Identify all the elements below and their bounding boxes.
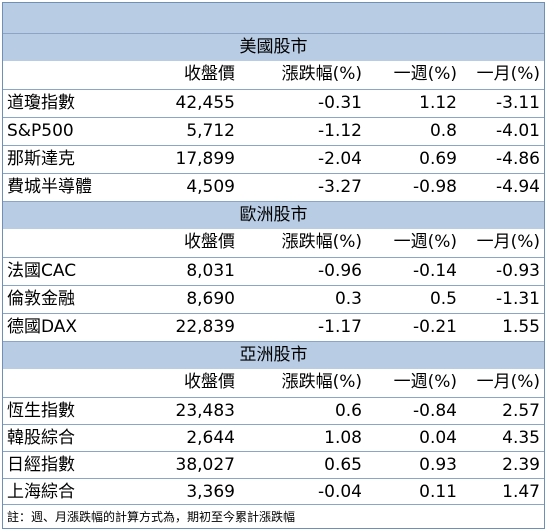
section-header-europe: 歐洲股市 xyxy=(3,201,544,229)
table-row: 德國DAX 22,839 -1.17 -0.21 1.55 xyxy=(3,313,544,341)
header-close: 收盤價 xyxy=(184,372,235,392)
header-month: 一月(%) xyxy=(476,64,540,84)
change-value: -3.27 xyxy=(318,177,362,197)
change-value: -2.04 xyxy=(318,149,362,169)
month-value: 2.39 xyxy=(502,455,540,475)
index-name: 恆生指數 xyxy=(7,401,75,421)
close-value: 23,483 xyxy=(175,401,235,421)
week-value: -0.14 xyxy=(413,261,457,281)
table-row: 道瓊指數 42,455 -0.31 1.12 -3.11 xyxy=(3,89,544,117)
table-row: 那斯達克 17,899 -2.04 0.69 -4.86 xyxy=(3,145,544,173)
month-value: -4.94 xyxy=(496,177,540,197)
index-name: 德國DAX xyxy=(7,317,78,337)
month-value: 1.47 xyxy=(502,482,540,502)
section-header-asia: 亞洲股市 xyxy=(3,341,544,369)
index-name: 倫敦金融 xyxy=(7,289,75,309)
week-value: -0.84 xyxy=(413,401,457,421)
index-name: S&P500 xyxy=(7,121,74,141)
week-value: 1.12 xyxy=(419,93,457,113)
table-top-band xyxy=(3,3,544,33)
header-close: 收盤價 xyxy=(184,64,235,84)
week-value: 0.93 xyxy=(419,455,457,475)
close-value: 22,839 xyxy=(175,317,235,337)
index-name: 那斯達克 xyxy=(7,149,75,169)
month-value: 4.35 xyxy=(502,428,540,448)
change-value: 0.3 xyxy=(334,289,362,309)
change-value: -0.31 xyxy=(318,93,362,113)
close-value: 3,369 xyxy=(186,482,235,502)
footnote-text: 註：週、月漲跌幅的計算方式為，期初至今累計漲跌幅 xyxy=(7,510,296,524)
close-value: 4,509 xyxy=(186,177,235,197)
header-week: 一週(%) xyxy=(393,372,457,392)
footnote: 註：週、月漲跌幅的計算方式為，期初至今累計漲跌幅 xyxy=(3,504,544,529)
table-row: 倫敦金融 8,690 0.3 0.5 -1.31 xyxy=(3,285,544,313)
column-header-row: 收盤價 漲跌幅(%) 一週(%) 一月(%) xyxy=(3,369,544,396)
header-week: 一週(%) xyxy=(393,232,457,252)
change-value: 0.65 xyxy=(324,455,362,475)
table-row: 費城半導體 4,509 -3.27 -0.98 -4.94 xyxy=(3,173,544,201)
week-value: 0.8 xyxy=(429,121,457,141)
change-value: 0.6 xyxy=(334,401,362,421)
month-value: -3.11 xyxy=(496,93,540,113)
header-close: 收盤價 xyxy=(184,232,235,252)
index-name: 上海綜合 xyxy=(7,482,75,502)
index-name: 道瓊指數 xyxy=(7,93,75,113)
section-title: 亞洲股市 xyxy=(239,345,308,365)
table-row: 韓股綜合 2,644 1.08 0.04 4.35 xyxy=(3,424,544,452)
close-value: 5,712 xyxy=(186,121,235,141)
table-row: 法國CAC 8,031 -0.96 -0.14 -0.93 xyxy=(3,257,544,285)
change-value: -0.04 xyxy=(318,482,362,502)
week-value: 0.04 xyxy=(419,428,457,448)
month-value: -4.01 xyxy=(496,121,540,141)
change-value: -1.17 xyxy=(318,317,362,337)
week-value: -0.21 xyxy=(413,317,457,337)
index-name: 韓股綜合 xyxy=(7,428,75,448)
index-name: 費城半導體 xyxy=(7,177,92,197)
change-value: -1.12 xyxy=(318,121,362,141)
change-value: 1.08 xyxy=(324,428,362,448)
header-month: 一月(%) xyxy=(476,232,540,252)
month-value: 2.57 xyxy=(502,401,540,421)
close-value: 42,455 xyxy=(175,93,235,113)
header-change: 漲跌幅(%) xyxy=(281,232,362,252)
header-month: 一月(%) xyxy=(476,372,540,392)
close-value: 8,031 xyxy=(186,261,235,281)
change-value: -0.96 xyxy=(318,261,362,281)
table-row: 上海綜合 3,369 -0.04 0.11 1.47 xyxy=(3,478,544,506)
close-value: 8,690 xyxy=(186,289,235,309)
week-value: 0.11 xyxy=(419,482,457,502)
header-week: 一週(%) xyxy=(393,64,457,84)
section-title: 歐洲股市 xyxy=(239,205,308,225)
month-value: -4.86 xyxy=(496,149,540,169)
column-header-row: 收盤價 漲跌幅(%) 一週(%) 一月(%) xyxy=(3,229,544,256)
month-value: -0.93 xyxy=(496,261,540,281)
month-value: -1.31 xyxy=(496,289,540,309)
close-value: 38,027 xyxy=(175,455,235,475)
close-value: 17,899 xyxy=(175,149,235,169)
week-value: 0.69 xyxy=(419,149,457,169)
section-header-us: 美國股市 xyxy=(3,33,544,61)
section-title: 美國股市 xyxy=(239,37,308,57)
table-row: S&P500 5,712 -1.12 0.8 -4.01 xyxy=(3,117,544,145)
table-row: 恆生指數 23,483 0.6 -0.84 2.57 xyxy=(3,397,544,425)
week-value: -0.98 xyxy=(413,177,457,197)
index-name: 法國CAC xyxy=(7,261,77,281)
close-value: 2,644 xyxy=(186,428,235,448)
header-change: 漲跌幅(%) xyxy=(281,372,362,392)
index-name: 日經指數 xyxy=(7,455,75,475)
week-value: 0.5 xyxy=(429,289,457,309)
column-header-row: 收盤價 漲跌幅(%) 一週(%) 一月(%) xyxy=(3,61,544,88)
table-row: 日經指數 38,027 0.65 0.93 2.39 xyxy=(3,451,544,479)
header-change: 漲跌幅(%) xyxy=(281,64,362,84)
month-value: 1.55 xyxy=(502,317,540,337)
